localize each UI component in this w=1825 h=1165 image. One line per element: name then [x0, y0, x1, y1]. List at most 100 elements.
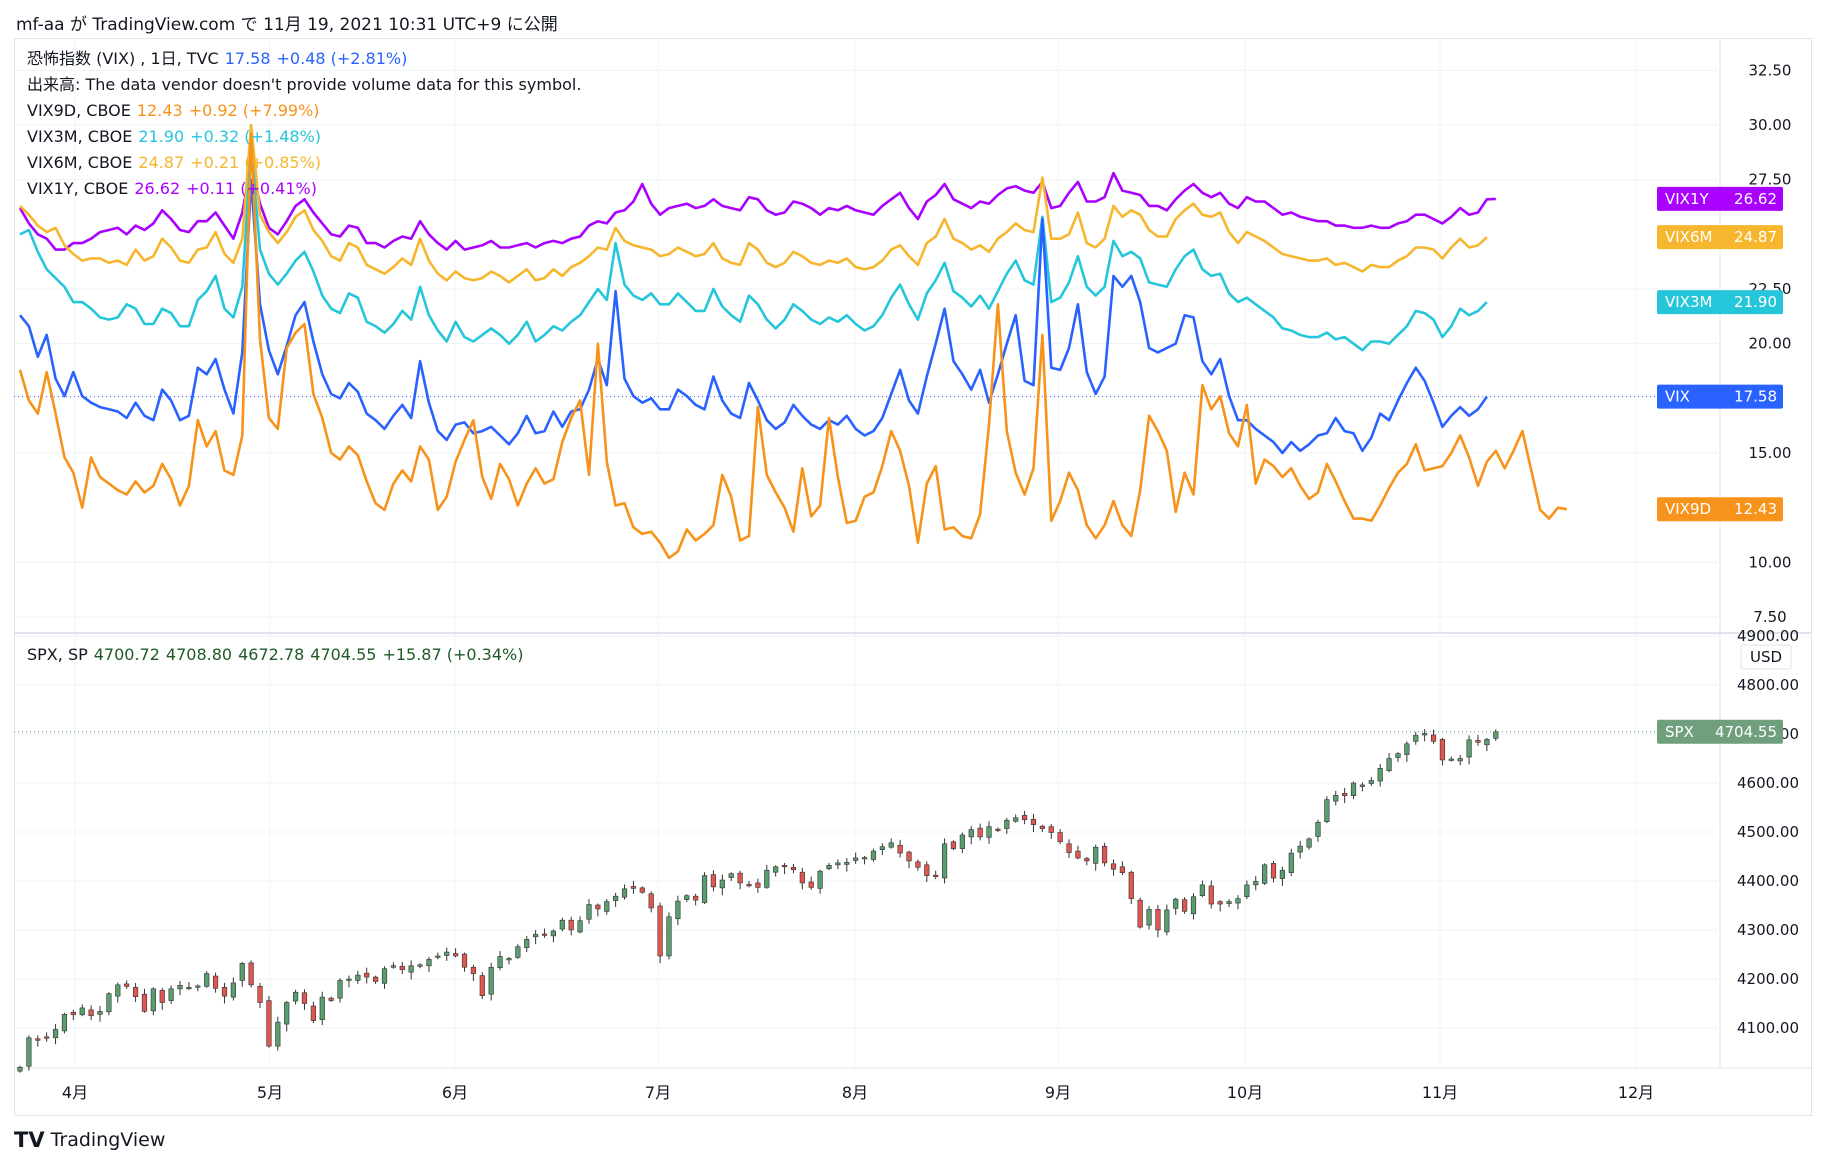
chart-frame[interactable]: [14, 38, 1812, 1116]
brand[interactable]: TV TradingView: [14, 1128, 165, 1152]
legend-value: 26.62: [134, 179, 181, 198]
candle-body: [435, 955, 441, 958]
candle-body: [115, 984, 121, 997]
legend-symbol: VIX6M, CBOE: [27, 153, 133, 172]
x-tick-label: 9月: [1045, 1083, 1071, 1102]
currency-box: [1740, 644, 1792, 670]
candle-body: [568, 919, 574, 931]
page-title: mf-aa が TradingView.com で 11月 19, 2021 1…: [16, 15, 558, 35]
legend-symbol: VIX1Y, CBOE: [27, 179, 129, 198]
candle-body: [675, 900, 681, 920]
candle-body: [408, 965, 414, 973]
candle-body: [310, 1005, 316, 1021]
candle-body: [1066, 843, 1072, 853]
legend-row[interactable]: VIX6M, CBOE 24.87 +0.21 (+0.85%): [27, 150, 587, 176]
candle-body: [204, 973, 210, 987]
candle-body: [1457, 758, 1463, 762]
candle-body: [239, 963, 245, 981]
candle-body: [826, 865, 832, 870]
y-tick-label: 20.00: [1749, 335, 1792, 353]
legend-change: +15.87 (+0.34%): [382, 645, 524, 664]
legend-change: +0.92 (+7.99%): [188, 101, 320, 120]
candle-body: [986, 826, 992, 838]
candle-body: [684, 895, 690, 900]
candle-body: [817, 870, 823, 889]
candle-body: [1270, 863, 1277, 879]
candle-body: [1199, 884, 1205, 896]
candle-body: [1137, 899, 1143, 928]
legend-row[interactable]: VIX9D, CBOE 12.43 +0.92 (+7.99%): [27, 98, 587, 124]
candle-body: [52, 1029, 59, 1039]
candle-body: [870, 850, 877, 860]
badge-name: SPX: [1665, 723, 1694, 741]
legend-close: 4704.55: [310, 645, 377, 664]
legend-row[interactable]: 出来高: The data vendor doesn't provide vol…: [27, 72, 587, 98]
candle-body: [577, 920, 583, 933]
candle-body: [844, 862, 850, 865]
legend-row[interactable]: 恐怖指数 (VIX) , 1日, TVC 17.58 +0.48 (+2.81%): [27, 46, 587, 72]
badge-value: 12.43: [1734, 500, 1777, 518]
candle-body: [1333, 794, 1339, 802]
candle-body: [1146, 909, 1152, 926]
candles: [17, 729, 1499, 1073]
candle-body: [417, 964, 423, 967]
candle-body: [257, 986, 263, 1003]
candle-body: [906, 851, 912, 862]
legend-spx[interactable]: SPX, SP 4700.72 4708.80 4672.78 4704.55 +15.8…: [27, 642, 529, 668]
candle-body: [515, 946, 521, 958]
candle-body: [897, 844, 903, 854]
candle-body: [737, 872, 743, 884]
legend-row[interactable]: VIX1Y, CBOE 26.62 +0.11 (+0.41%): [27, 176, 587, 202]
candle-body: [248, 962, 254, 986]
legend-open: 4700.72: [93, 645, 160, 664]
x-tick-label: 4月: [62, 1083, 88, 1102]
candle-body: [177, 985, 183, 990]
candle-body: [186, 987, 192, 990]
candle-body: [977, 827, 983, 838]
candle-body: [595, 904, 601, 910]
candle-body: [941, 843, 948, 879]
legend-value: 12.43: [136, 101, 183, 120]
candle-body: [995, 828, 1001, 831]
brand-label: TradingView: [50, 1129, 166, 1151]
candle-body: [1315, 821, 1321, 837]
candle-body: [1430, 734, 1437, 742]
candle-body: [301, 992, 308, 1004]
candle-body: [933, 874, 939, 877]
badge-value: 24.87: [1734, 228, 1777, 246]
candle-body: [453, 953, 459, 957]
candle-body: [284, 1002, 290, 1025]
candle-body: [355, 974, 361, 981]
candle-body: [1013, 817, 1019, 822]
candle-body: [666, 916, 672, 957]
x-tick-label: 6月: [442, 1083, 468, 1102]
candle-body: [506, 958, 512, 961]
y-tick-label: 15.00: [1749, 444, 1792, 462]
series-line-vix9d: [18, 132, 1568, 560]
legend-symbol: VIX3M, CBOE: [27, 127, 133, 146]
candle-body: [604, 901, 610, 912]
x-tick-label: 12月: [1618, 1083, 1654, 1102]
y-tick-label: 27.50: [1749, 171, 1792, 189]
candle-body: [328, 997, 334, 1001]
candle-body: [488, 966, 494, 995]
legend-change: +0.21 (+0.85%): [190, 153, 322, 172]
candle-body: [1253, 881, 1259, 886]
candle-body: [746, 884, 752, 887]
candle-body: [1004, 819, 1010, 829]
legend-low: 4672.78: [238, 645, 305, 664]
candle-body: [1395, 753, 1401, 758]
candle-body: [755, 882, 761, 888]
y-tick-label: 4300.00: [1737, 921, 1799, 939]
currency-label: USD: [1750, 648, 1782, 666]
candle-body: [497, 956, 503, 969]
candle-body: [1217, 901, 1223, 905]
candle-body: [1084, 858, 1090, 862]
candle-body: [1039, 825, 1045, 829]
legend-row[interactable]: VIX3M, CBOE 21.90 +0.32 (+1.48%): [27, 124, 587, 150]
candle-body: [61, 1013, 68, 1032]
legend-vix-top: 恐怖指数 (VIX) , 1日, TVC 17.58 +0.48 (+2.81%) 出…: [27, 46, 587, 202]
candle-body: [550, 930, 557, 937]
candle-body: [630, 886, 637, 889]
